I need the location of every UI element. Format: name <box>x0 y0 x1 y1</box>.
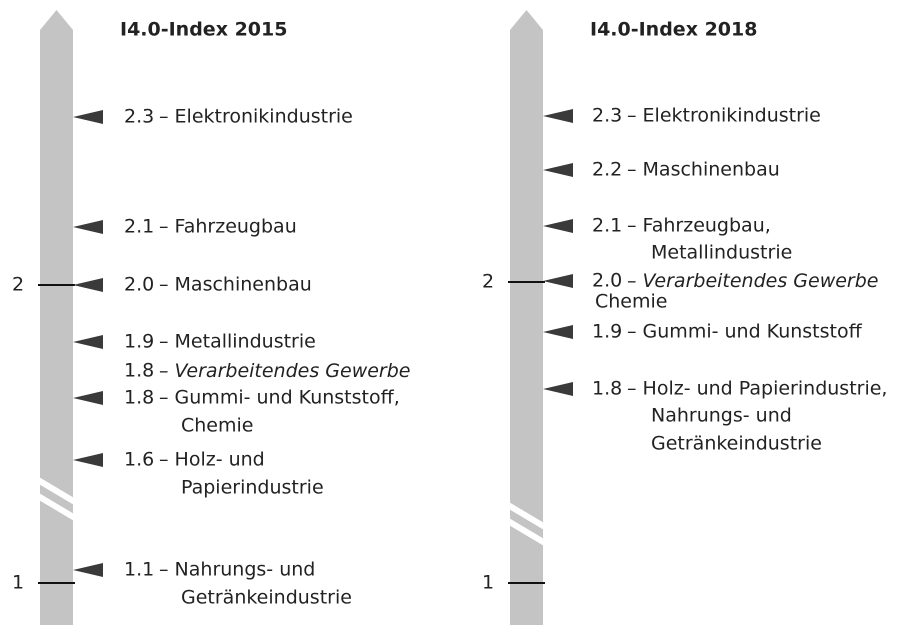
axis-label: 1 <box>482 572 494 594</box>
scale-bar <box>40 10 73 625</box>
entry-label: – Gummi- und Kunststoff <box>627 321 863 343</box>
entry-value: 2.0 <box>592 270 622 292</box>
marker-arrow <box>73 278 103 292</box>
marker-arrow <box>543 163 573 177</box>
marker-arrow <box>73 220 103 234</box>
marker-arrow <box>73 563 103 577</box>
axis-break <box>506 518 547 546</box>
entry-value: 2.0 <box>124 274 154 296</box>
marker-arrow <box>73 335 103 349</box>
entry-label: – Maschinenbau <box>627 159 780 181</box>
entry-label: – Verarbeitendes Gewerbe <box>159 360 411 382</box>
entry-label: – Holz- und <box>159 449 265 471</box>
marker-arrow <box>73 453 103 467</box>
marker-arrow <box>543 109 573 123</box>
entry-label: Papierindustrie <box>181 477 324 499</box>
panel-title: I4.0-Index 2015 <box>120 19 287 41</box>
entry-label: – Fahrzeugbau, <box>627 215 771 237</box>
axis-label: 2 <box>12 274 24 296</box>
entry-label: Getränkeindustrie <box>181 587 352 609</box>
scale-bar <box>510 10 543 625</box>
entry-label: – Nahrungs- und <box>159 559 315 581</box>
marker-arrow <box>543 274 573 288</box>
entry-value: 1.9 <box>124 331 154 353</box>
entry-value: 1.8 <box>592 378 622 400</box>
marker-arrow <box>73 110 103 124</box>
entry-value: 1.8 <box>124 387 154 409</box>
entry-label: – Maschinenbau <box>159 274 312 296</box>
marker-arrow <box>543 325 573 339</box>
entry-label: – Verarbeitendes Gewerbe <box>627 270 879 292</box>
entry-value: 2.1 <box>592 215 622 237</box>
entry-label: Chemie <box>595 291 667 313</box>
axis-label: 1 <box>12 572 24 594</box>
entry-label: – Metallindustrie <box>159 331 316 353</box>
entry-label: – Holz- und Papierindustrie, <box>627 378 887 400</box>
entry-value: 1.6 <box>124 449 154 471</box>
entry-value: 1.8 <box>124 360 154 382</box>
entry-label: Metallindustrie <box>651 242 792 264</box>
axis-label: 2 <box>482 271 494 293</box>
entry-value: 2.3 <box>124 106 154 128</box>
entry-label: Getränkeindustrie <box>651 433 822 455</box>
axis-break <box>506 502 547 530</box>
marker-arrow <box>73 391 103 405</box>
entry-label: Nahrungs- und <box>651 405 792 427</box>
entry-label: Chemie <box>181 415 253 437</box>
axis-break <box>36 493 77 521</box>
entry-value: 2.1 <box>124 216 154 238</box>
marker-arrow <box>543 382 573 396</box>
entry-value: 2.2 <box>592 159 622 181</box>
marker-arrow <box>543 219 573 233</box>
entry-label: – Gummi- und Kunststoff, <box>159 387 400 409</box>
entry-value: 1.1 <box>124 559 154 581</box>
panel-title: I4.0-Index 2018 <box>590 19 757 41</box>
axis-break <box>36 477 77 505</box>
entry-label: – Fahrzeugbau <box>159 216 297 238</box>
entry-label: – Elektronikindustrie <box>627 105 821 127</box>
entry-value: 1.9 <box>592 321 622 343</box>
entry-value: 2.3 <box>592 105 622 127</box>
entry-label: – Elektronikindustrie <box>159 106 353 128</box>
